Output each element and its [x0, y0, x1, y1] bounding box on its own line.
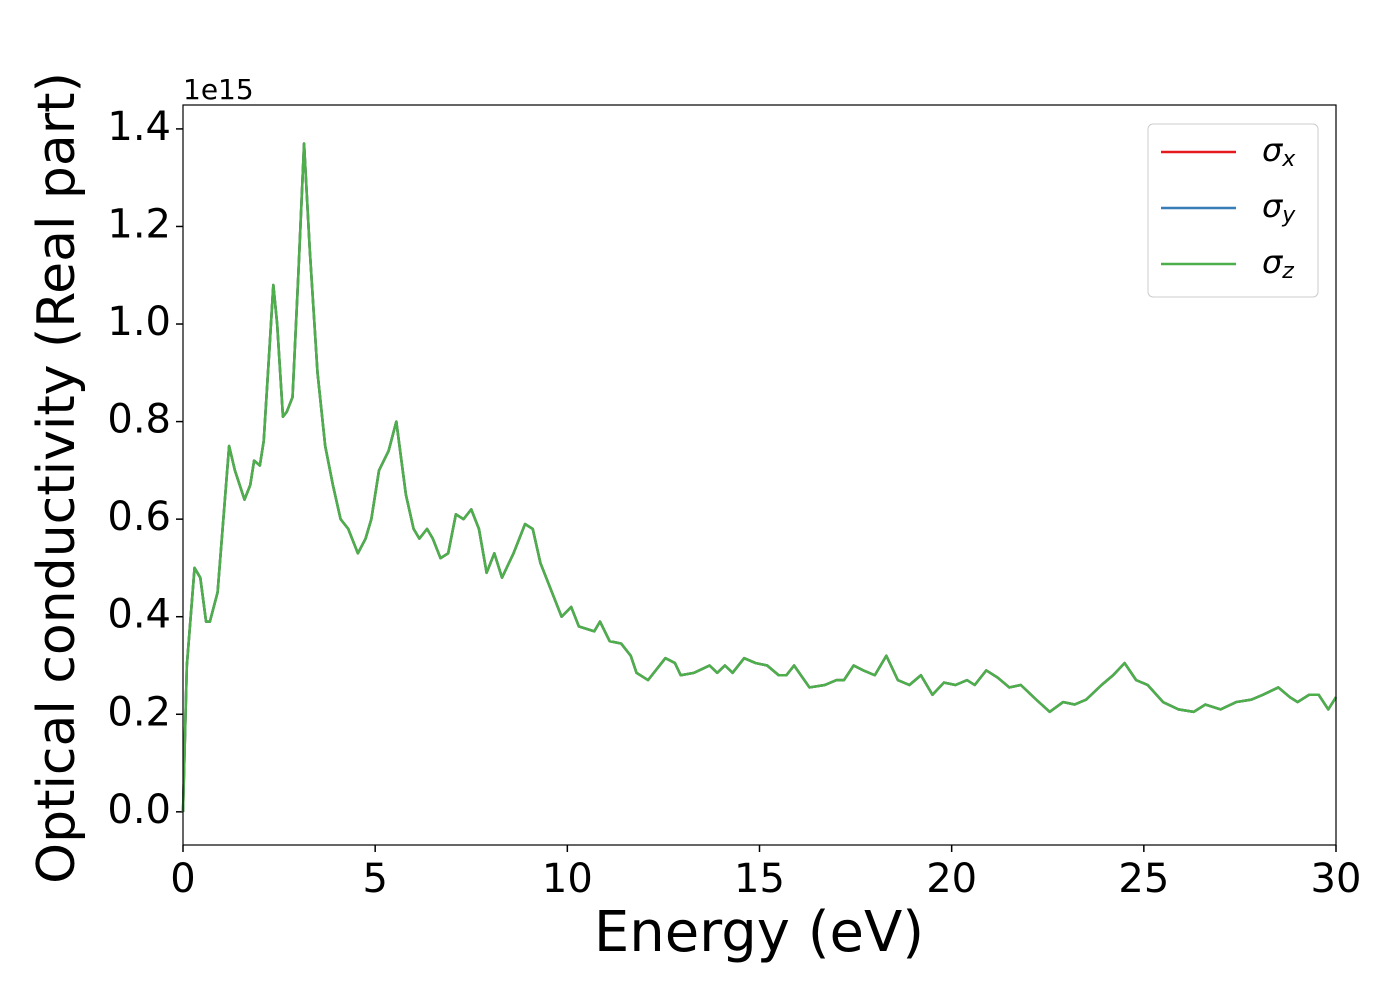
- legend-label: σy: [1262, 187, 1296, 228]
- y-tick-label: 1.4: [107, 104, 171, 150]
- y-tick-label: 0.8: [107, 397, 171, 443]
- legend-box: [1147, 123, 1319, 298]
- legend-label: σz: [1262, 243, 1294, 284]
- x-tick-label: 30: [1311, 856, 1362, 902]
- plot-frame: [182, 104, 1337, 846]
- x-tick-label: 20: [926, 856, 977, 902]
- x-tick-label: 25: [1118, 856, 1169, 902]
- y-tick-label: 0.6: [107, 494, 171, 540]
- x-tick-label: 5: [362, 856, 387, 902]
- y-tick-label: 0.2: [107, 689, 171, 735]
- y-tick-label: 1.0: [107, 299, 171, 345]
- y-axis-label: Optical conductivity (Real part): [27, 72, 87, 884]
- x-tick-label: 10: [542, 856, 593, 902]
- legend-label: σx: [1262, 131, 1296, 172]
- y-tick-label: 1.2: [107, 201, 171, 247]
- series-line: [181, 142, 1338, 812]
- y-tick-label: 0.4: [107, 592, 171, 638]
- x-tick-label: 15: [734, 856, 785, 902]
- x-tick-label: 0: [170, 856, 195, 902]
- x-axis-label: Energy (eV): [594, 900, 924, 965]
- y-tick-label: 0.0: [107, 787, 171, 833]
- y-offset-label: 1e15: [183, 73, 254, 106]
